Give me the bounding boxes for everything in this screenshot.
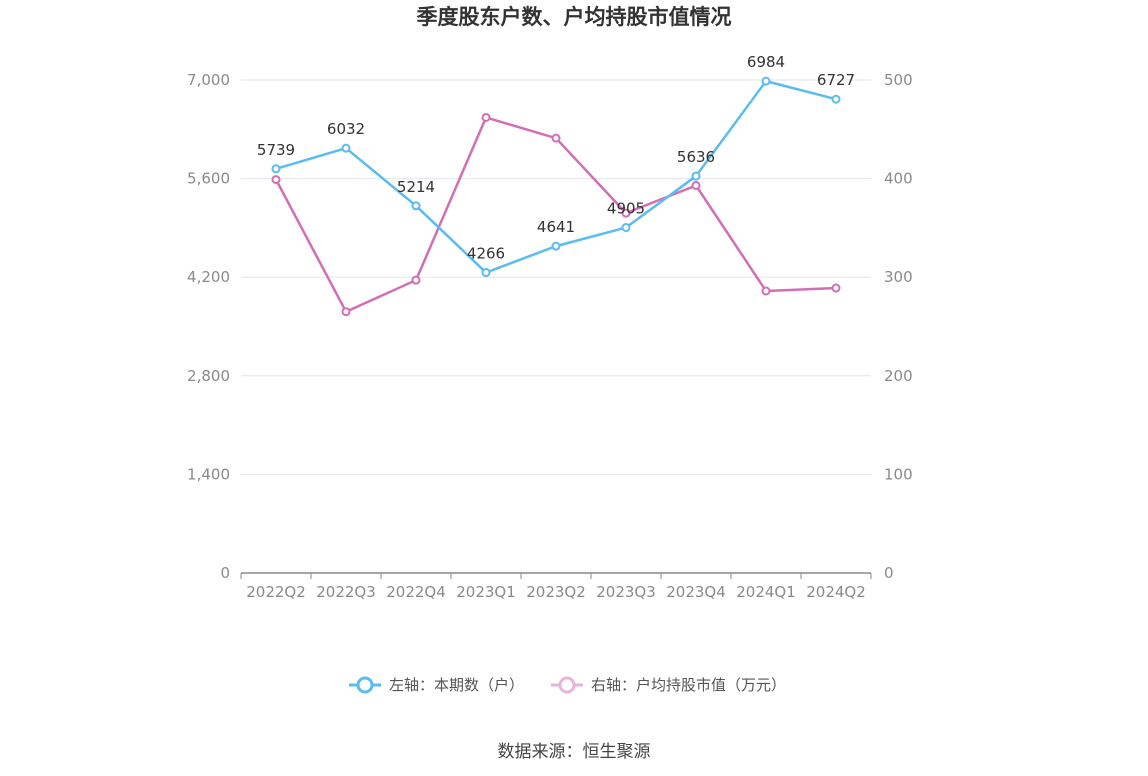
data-point-left[interactable] bbox=[761, 76, 771, 86]
series-line-right bbox=[274, 116, 837, 313]
legend-marker-left bbox=[356, 676, 374, 694]
legend-marker-right bbox=[558, 676, 576, 694]
left-tick-label: 1,400 bbox=[187, 465, 230, 483]
series-lines bbox=[271, 76, 841, 317]
data-labels: 5739 6032 5214 4266 4641 4905 5636 6984 6727 bbox=[257, 53, 855, 262]
data-point-left[interactable] bbox=[271, 164, 281, 174]
right-tick-label: 200 bbox=[884, 367, 913, 385]
right-tick-label: 400 bbox=[884, 170, 913, 188]
x-tick-label: 2024Q1 bbox=[736, 583, 796, 601]
grid-lines bbox=[241, 79, 871, 475]
data-point-right[interactable] bbox=[621, 208, 631, 218]
data-label: 5214 bbox=[397, 178, 435, 196]
data-point-right[interactable] bbox=[831, 283, 841, 293]
x-axis: 2022Q2 2022Q3 2022Q4 2023Q1 2023Q2 2023Q3 2023… bbox=[240, 572, 872, 601]
legend-label-left: 左轴：本期数（户） bbox=[389, 676, 524, 694]
data-label: 5636 bbox=[677, 148, 715, 166]
data-point-left[interactable] bbox=[481, 268, 491, 278]
data-label: 5739 bbox=[257, 141, 295, 159]
left-tick-label: 0 bbox=[220, 564, 230, 582]
x-tick-label: 2024Q2 bbox=[806, 583, 866, 601]
data-label: 6984 bbox=[747, 53, 785, 71]
data-point-right[interactable] bbox=[341, 307, 351, 317]
data-point-right[interactable] bbox=[271, 175, 281, 185]
data-label: 6727 bbox=[817, 71, 855, 89]
left-tick-label: 5,600 bbox=[187, 170, 230, 188]
data-point-right[interactable] bbox=[551, 133, 561, 143]
left-tick-label: 4,200 bbox=[187, 268, 230, 286]
x-tick-label: 2022Q2 bbox=[246, 583, 306, 601]
right-tick-label: 300 bbox=[884, 268, 913, 286]
right-axis: 0 100 200 300 400 500 bbox=[884, 71, 913, 582]
legend: 左轴：本期数（户） 右轴：户均持股市值（万元） bbox=[349, 676, 786, 694]
right-tick-label: 0 bbox=[884, 564, 894, 582]
data-label: 4905 bbox=[607, 200, 645, 218]
right-tick-label: 500 bbox=[884, 71, 913, 89]
x-tick-label: 2023Q3 bbox=[596, 583, 656, 601]
data-point-left[interactable] bbox=[621, 223, 631, 233]
data-point-left[interactable] bbox=[341, 143, 351, 153]
data-point-left[interactable] bbox=[551, 241, 561, 251]
data-point-left[interactable] bbox=[411, 201, 421, 211]
data-label: 4641 bbox=[537, 218, 575, 236]
x-tick-label: 2023Q2 bbox=[526, 583, 586, 601]
x-tick-label: 2023Q1 bbox=[456, 583, 516, 601]
left-tick-label: 2,800 bbox=[187, 367, 230, 385]
left-axis: 0 1,400 2,800 4,200 5,600 7,000 bbox=[187, 71, 230, 582]
data-point-left[interactable] bbox=[691, 171, 701, 181]
legend-item-right-series[interactable]: 右轴：户均持股市值（万元） bbox=[551, 676, 786, 694]
data-label: 6032 bbox=[327, 120, 365, 138]
data-point-left[interactable] bbox=[831, 94, 841, 104]
right-tick-label: 100 bbox=[884, 465, 913, 483]
legend-item-left-series[interactable]: 左轴：本期数（户） bbox=[349, 676, 524, 694]
data-point-right[interactable] bbox=[481, 112, 491, 122]
legend-label-right: 右轴：户均持股市值（万元） bbox=[591, 676, 786, 694]
data-label: 4266 bbox=[467, 245, 505, 263]
left-tick-label: 7,000 bbox=[187, 71, 230, 89]
source-note: 数据来源：恒生聚源 bbox=[498, 742, 651, 762]
chart-title: 季度股东户数、户均持股市值情况 bbox=[417, 5, 732, 29]
x-tick-label: 2022Q4 bbox=[386, 583, 446, 601]
x-tick-label: 2023Q4 bbox=[666, 583, 726, 601]
x-tick-label: 2022Q3 bbox=[316, 583, 376, 601]
data-point-right[interactable] bbox=[761, 286, 771, 296]
data-point-right[interactable] bbox=[691, 181, 701, 191]
data-point-right[interactable] bbox=[411, 275, 421, 285]
